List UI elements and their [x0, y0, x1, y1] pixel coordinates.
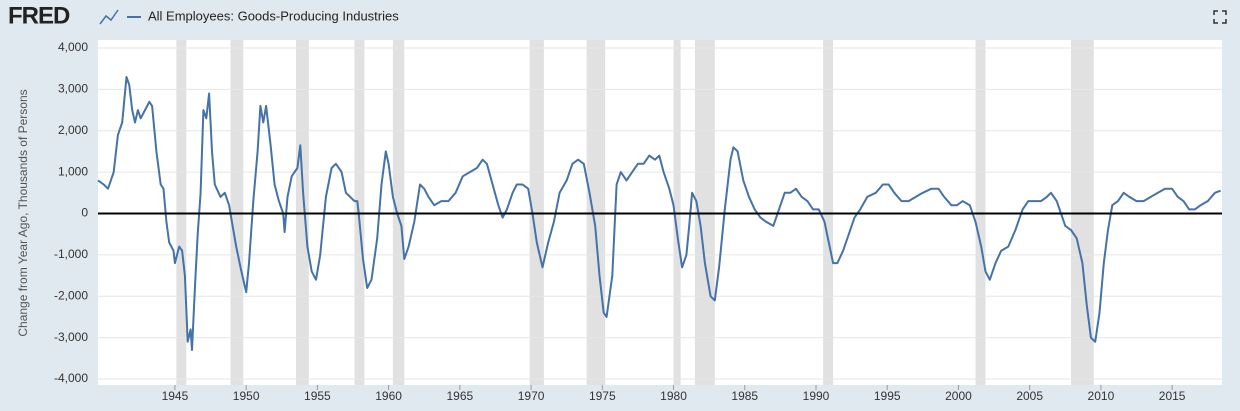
x-tick-label: 1945 — [162, 389, 189, 403]
logo: FRED — [8, 2, 70, 29]
y-tick-label: 4,000 — [58, 40, 88, 54]
y-tick-label: 3,000 — [58, 82, 88, 96]
x-tick-label: 1990 — [803, 389, 830, 403]
y-tick-label: -4,000 — [54, 371, 88, 385]
x-tick-label: 2015 — [1159, 389, 1186, 403]
y-tick-label: -2,000 — [54, 288, 88, 302]
expand-icon[interactable] — [1213, 10, 1227, 24]
legend-label: All Employees: Goods-Producing Industrie… — [148, 8, 399, 23]
y-tick-label: 0 — [81, 206, 88, 220]
x-tick-label: 2010 — [1088, 389, 1115, 403]
x-tick-label: 1950 — [233, 389, 260, 403]
x-tick-label: 1985 — [731, 389, 758, 403]
x-tick-label: 2005 — [1016, 389, 1043, 403]
y-axis-label: Change from Year Ago, Thousands of Perso… — [16, 89, 30, 336]
x-tick-label: 2000 — [945, 389, 972, 403]
x-tick-label: 1970 — [518, 389, 545, 403]
logo-icon — [99, 9, 119, 25]
y-tick-label: -1,000 — [54, 247, 88, 261]
x-tick-label: 1995 — [874, 389, 901, 403]
y-tick-label: 2,000 — [58, 123, 88, 137]
x-tick-label: 1965 — [446, 389, 473, 403]
x-tick-label: 1980 — [660, 389, 687, 403]
series-line — [97, 76, 1221, 351]
x-tick-label: 1960 — [375, 389, 402, 403]
y-tick-label: -3,000 — [54, 330, 88, 344]
x-tick-label: 1955 — [304, 389, 331, 403]
y-tick-label: 1,000 — [58, 164, 88, 178]
x-tick-label: 1975 — [589, 389, 616, 403]
